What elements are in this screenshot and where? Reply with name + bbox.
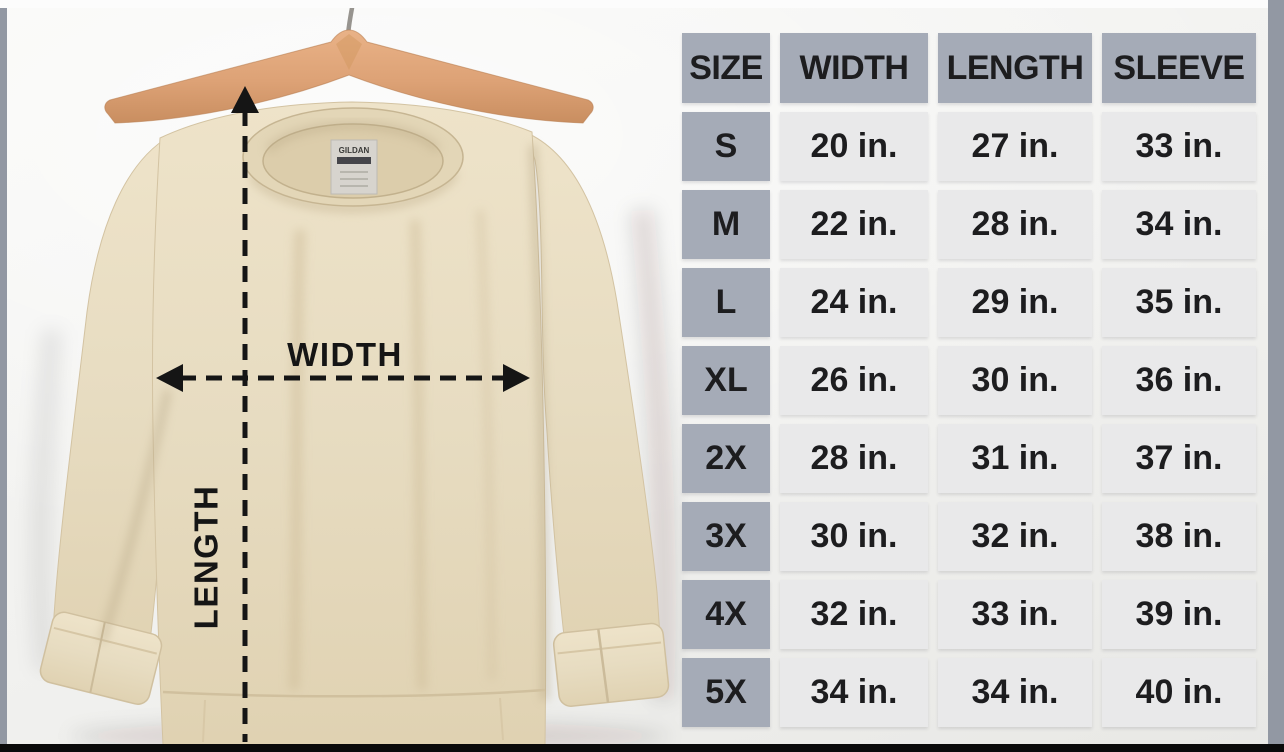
sweatshirt: GILDAN: [39, 101, 670, 746]
size-chart: SIZE WIDTH LENGTH SLEEVE S 20 in. 27 in. 33…: [682, 33, 1256, 727]
frame-strip-top: [0, 0, 1268, 8]
size-label-cell: 2X: [682, 424, 770, 493]
wooden-hanger: [104, 29, 594, 124]
size-label-cell: M: [682, 190, 770, 259]
size-chart-grid: SIZE WIDTH LENGTH SLEEVE S 20 in. 27 in. 33…: [682, 33, 1256, 727]
measurement-cell: 31 in.: [938, 424, 1092, 493]
measurement-cell: 34 in.: [938, 658, 1092, 727]
frame-strip-bottom: [0, 744, 1284, 752]
size-label-cell: XL: [682, 346, 770, 415]
measurement-cell: 27 in.: [938, 112, 1092, 181]
measurement-cell: 32 in.: [780, 580, 928, 649]
sweatshirt-photo: GILDAN: [30, 5, 676, 751]
measurement-cell: 20 in.: [780, 112, 928, 181]
brand-label: GILDAN: [339, 146, 370, 155]
measurement-cell: 33 in.: [938, 580, 1092, 649]
measurement-cell: 22 in.: [780, 190, 928, 259]
measurement-cell: 30 in.: [938, 346, 1092, 415]
measurement-cell: 26 in.: [780, 346, 928, 415]
measurement-cell: 40 in.: [1102, 658, 1256, 727]
width-arrow: [156, 364, 530, 392]
measurement-cell: 33 in.: [1102, 112, 1256, 181]
size-label-cell: S: [682, 112, 770, 181]
length-measure-label: LENGTH: [187, 484, 225, 630]
frame-strip-right: [1268, 0, 1284, 744]
measurement-cell: 35 in.: [1102, 268, 1256, 337]
col-header-length: LENGTH: [938, 33, 1092, 103]
measurement-cell: 39 in.: [1102, 580, 1256, 649]
width-measure-label: WIDTH: [287, 336, 403, 373]
size-label-cell: L: [682, 268, 770, 337]
measurement-cell: 37 in.: [1102, 424, 1256, 493]
measurement-cell: 34 in.: [780, 658, 928, 727]
measurement-cell: 36 in.: [1102, 346, 1256, 415]
col-header-size: SIZE: [682, 33, 770, 103]
measurement-cell: 24 in.: [780, 268, 928, 337]
measurement-cell: 28 in.: [938, 190, 1092, 259]
neck-tag: GILDAN: [330, 139, 378, 195]
size-label-cell: 3X: [682, 502, 770, 571]
measurement-cell: 34 in.: [1102, 190, 1256, 259]
measurement-cell: 30 in.: [780, 502, 928, 571]
length-arrow: [231, 86, 259, 742]
measurement-cell: 32 in.: [938, 502, 1092, 571]
col-header-sleeve: SLEEVE: [1102, 33, 1256, 103]
col-header-width: WIDTH: [780, 33, 928, 103]
size-label-cell: 5X: [682, 658, 770, 727]
measurement-cell: 29 in.: [938, 268, 1092, 337]
measurement-cell: 28 in.: [780, 424, 928, 493]
measurement-cell: 38 in.: [1102, 502, 1256, 571]
size-label-cell: 4X: [682, 580, 770, 649]
hanger-grain: [336, 34, 362, 70]
frame-strip-left: [0, 8, 7, 744]
